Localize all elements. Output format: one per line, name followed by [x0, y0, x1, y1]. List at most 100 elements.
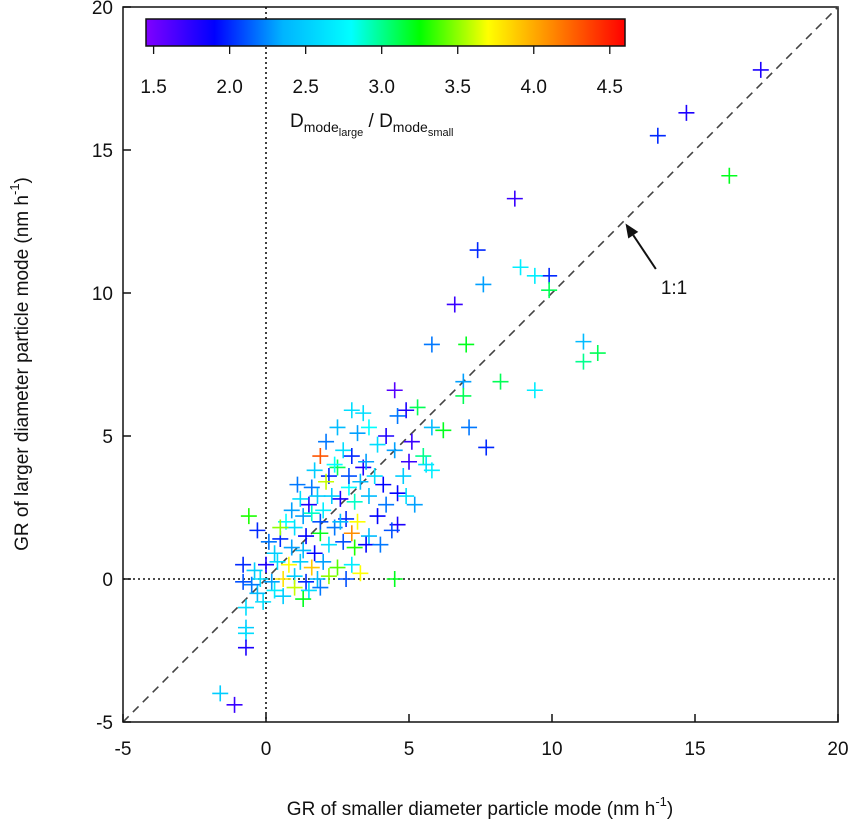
data-point	[237, 639, 254, 656]
data-point	[575, 353, 592, 370]
colorbar-tick-label: 4.0	[521, 77, 547, 98]
data-point	[323, 488, 340, 505]
data-point	[292, 490, 309, 507]
data-point	[292, 553, 309, 570]
data-point	[235, 556, 252, 573]
x-tick-label: 0	[261, 739, 272, 760]
data-point	[335, 533, 352, 550]
colorbar-ticks: 1.5 2.0 2.5 3.0 3.5 4.0 4.5	[140, 46, 623, 98]
one-to-one-annotation: 1:1	[625, 223, 687, 299]
data-point	[423, 336, 440, 353]
x-axis-title-text: GR of smaller diameter particle mode (nm…	[287, 799, 656, 820]
data-point	[389, 407, 406, 424]
colorbar-tick-label: 4.5	[597, 77, 623, 98]
colorbar-tick-label: 1.5	[140, 77, 166, 98]
data-point	[435, 422, 452, 439]
data-point	[469, 242, 486, 259]
data-point	[258, 556, 274, 573]
data-point	[461, 419, 478, 436]
annotation-arrow-head	[625, 223, 639, 239]
data-point	[358, 536, 375, 553]
data-point	[338, 571, 355, 587]
x-tick-label: 15	[684, 739, 705, 760]
data-point	[320, 568, 337, 585]
data-point	[286, 519, 303, 536]
data-point	[272, 519, 289, 536]
data-point	[332, 490, 349, 507]
y-axis-title-text: GR of larger diameter particle mode (nm …	[12, 195, 33, 551]
data-point	[318, 433, 335, 450]
data-point	[329, 459, 346, 476]
data-point	[237, 599, 254, 616]
data-point	[406, 496, 423, 513]
reference-lines	[122, 6, 839, 723]
colorbar-title-main: D	[290, 111, 304, 132]
data-point	[312, 513, 329, 530]
data-point	[332, 513, 349, 530]
colorbar-tick-label: 3.5	[445, 77, 471, 98]
annotation-arrow	[632, 234, 657, 270]
x-axis-title-sup: -1	[655, 794, 667, 809]
colorbar-title-sub1: mode	[304, 119, 339, 135]
data-point	[386, 571, 403, 587]
x-axis-ticks: -5 0 5 10 15 20	[115, 714, 849, 760]
data-point	[303, 559, 320, 576]
data-point	[335, 442, 352, 459]
data-point	[446, 296, 463, 313]
y-axis-title: GR of larger diameter particle mode (nm …	[7, 177, 33, 551]
data-point	[458, 336, 475, 353]
data-point	[269, 553, 286, 570]
data-point	[309, 488, 326, 505]
data-point	[360, 419, 377, 436]
data-point	[295, 542, 312, 559]
data-point	[286, 579, 303, 596]
y-axis-title-sup: -1	[7, 183, 22, 195]
data-point	[343, 402, 360, 419]
y-tick-label: -5	[96, 713, 113, 734]
data-point	[355, 405, 372, 422]
colorbar-tick-label: 3.0	[368, 77, 394, 98]
colorbar-title-sub2: mode	[393, 119, 428, 135]
colorbar-title: Dmodelarge / Dmodesmall	[290, 111, 454, 139]
x-tick-label: -5	[115, 739, 132, 760]
data-point	[306, 545, 323, 562]
data-point	[352, 473, 369, 490]
colorbar-gradient	[145, 18, 626, 47]
data-point	[343, 525, 360, 542]
colorbar-tick-label: 2.5	[292, 77, 318, 98]
data-point	[409, 399, 426, 416]
data-point	[212, 685, 229, 702]
x-tick-label: 10	[541, 739, 562, 760]
data-point	[300, 496, 317, 513]
data-point	[240, 508, 257, 525]
data-point	[315, 502, 332, 519]
data-point	[403, 433, 420, 450]
x-axis-title-close: )	[667, 799, 673, 820]
data-point	[346, 493, 363, 510]
data-point	[346, 539, 363, 556]
data-point	[506, 190, 523, 207]
data-point	[289, 476, 306, 493]
data-point	[366, 468, 383, 485]
data-point	[226, 696, 243, 713]
data-point	[329, 559, 346, 576]
data-point	[340, 468, 357, 485]
data-point	[423, 462, 440, 479]
y-tick-label: 0	[102, 570, 113, 591]
data-point	[326, 456, 343, 473]
data-point	[343, 556, 360, 573]
data-point	[309, 571, 326, 587]
data-point	[386, 382, 403, 399]
data-point	[423, 419, 440, 436]
x-tick-label: 20	[827, 739, 848, 760]
data-point	[526, 267, 543, 284]
data-point	[298, 573, 315, 590]
data-point	[263, 573, 280, 590]
data-point	[369, 436, 386, 453]
data-point	[298, 528, 315, 545]
data-points	[212, 61, 769, 713]
data-point	[303, 479, 320, 496]
data-point	[360, 488, 377, 505]
data-point	[478, 439, 495, 456]
